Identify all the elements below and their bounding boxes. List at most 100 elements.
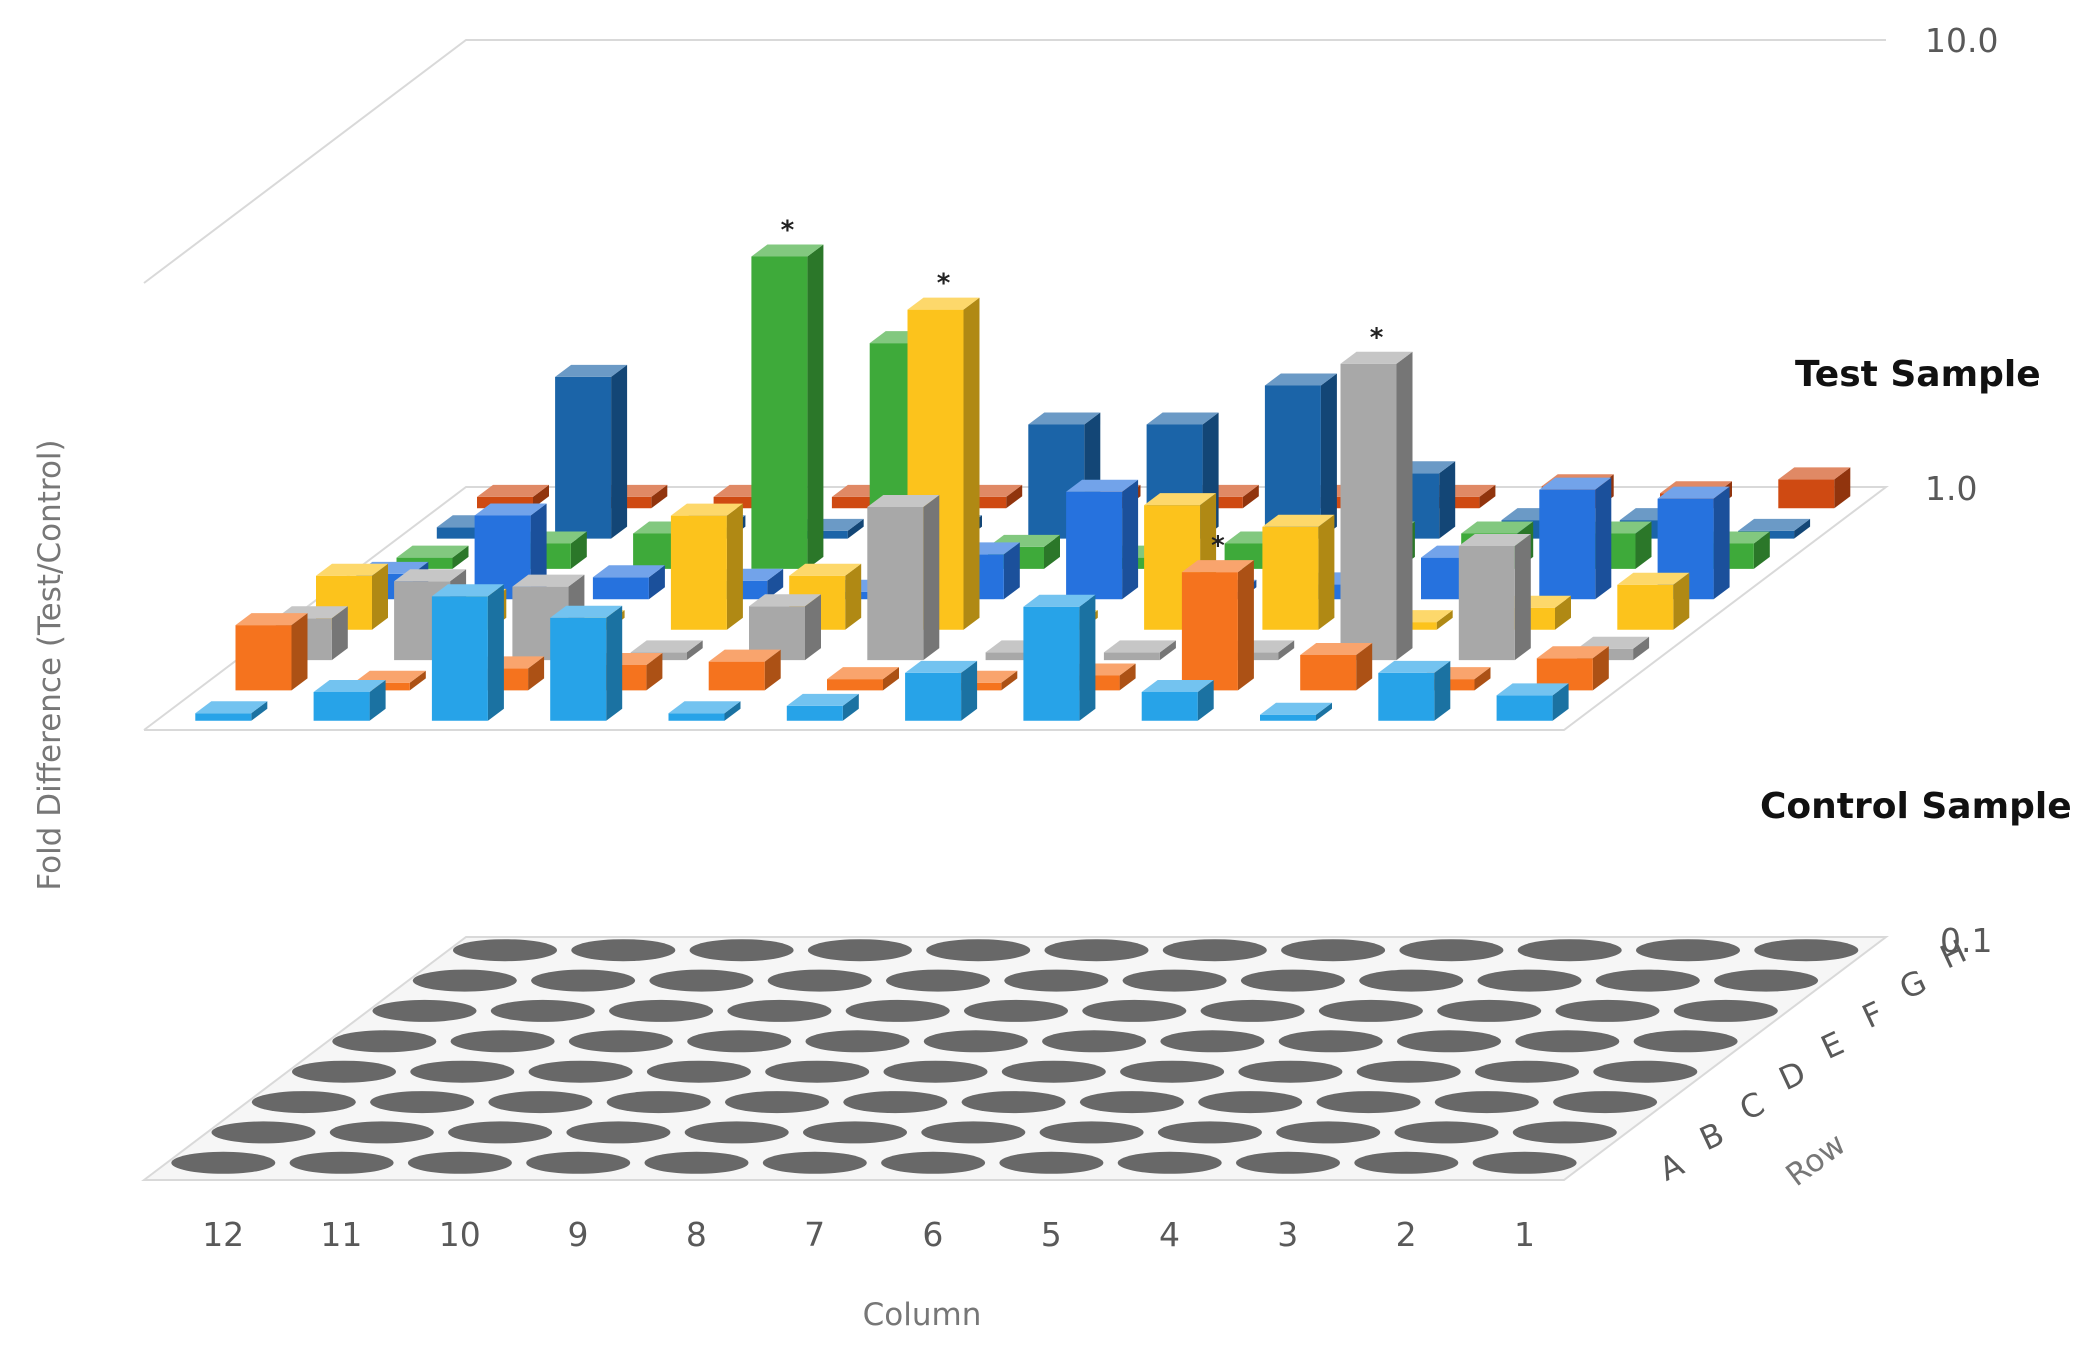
- control-well: [1240, 969, 1345, 992]
- control-well: [453, 939, 557, 962]
- control-well: [923, 1030, 1028, 1053]
- control-well: [845, 999, 950, 1022]
- bar-G-11: [555, 364, 628, 539]
- control-well: [568, 1030, 673, 1053]
- bar-front: [1778, 479, 1835, 509]
- bar-side: [1592, 646, 1609, 691]
- bar-side: [369, 680, 386, 721]
- bar-side: [883, 667, 899, 691]
- bar-side: [1436, 610, 1453, 630]
- bar-top: [905, 660, 978, 673]
- control-well: [1160, 1030, 1265, 1053]
- bar-front: [786, 705, 843, 721]
- control-well: [1278, 1030, 1383, 1053]
- bar-front: [1066, 491, 1123, 600]
- bar-C-8: [749, 594, 821, 661]
- control-well: [886, 969, 990, 992]
- bar-top: [1378, 660, 1451, 673]
- bar-front: [1103, 652, 1160, 661]
- bar-top: [431, 584, 504, 597]
- control-well: [843, 1091, 948, 1114]
- bar-A-11: [313, 680, 386, 721]
- control-well: [332, 1030, 437, 1053]
- control-well: [725, 1091, 829, 1114]
- bar-side: [1197, 680, 1214, 721]
- control-well: [687, 1030, 792, 1053]
- bar-H-1: [1778, 467, 1851, 509]
- bar-side: [1006, 484, 1023, 509]
- bar-top: [313, 680, 386, 692]
- control-well: [644, 1151, 749, 1174]
- bar-front: [474, 515, 531, 600]
- bar-A-3: [1260, 702, 1332, 721]
- control-well: [765, 1060, 870, 1083]
- bar-side: [648, 565, 665, 600]
- control-well: [609, 999, 714, 1022]
- control-well: [1754, 939, 1859, 962]
- bar-D-12: [316, 563, 388, 630]
- control-well: [727, 999, 832, 1022]
- bar-A-12: [195, 701, 268, 721]
- significance-star: *: [1211, 531, 1225, 561]
- bar-side: [452, 545, 469, 569]
- control-well: [1120, 1060, 1225, 1083]
- column-tick-label: 6: [922, 1215, 943, 1254]
- control-well: [1636, 939, 1740, 962]
- column-labels: 12 11 10 9 8 7 6 5 4 3 2 1: [202, 1215, 1535, 1254]
- control-well: [767, 969, 872, 992]
- control-well: [448, 1121, 553, 1144]
- control-well: [528, 1060, 633, 1083]
- control-well: [1281, 939, 1386, 962]
- control-well: [881, 1151, 986, 1174]
- control-well: [1359, 969, 1464, 992]
- control-well: [1399, 939, 1504, 962]
- control-well: [883, 1060, 988, 1083]
- bar-top: [1458, 534, 1531, 546]
- control-well: [412, 969, 517, 992]
- control-well: [490, 999, 595, 1022]
- bar-top: [1023, 594, 1096, 607]
- bar-side: [1753, 531, 1770, 569]
- significance-marks: * * * *: [781, 216, 1384, 562]
- control-well: [407, 1151, 512, 1174]
- bar-top: [1617, 572, 1690, 585]
- bar-top: [1260, 702, 1332, 715]
- bar-F-9: [751, 244, 824, 569]
- bar-top: [555, 364, 628, 377]
- bar-top: [396, 545, 469, 558]
- bar-side: [1237, 560, 1254, 691]
- bar-top: [907, 297, 980, 310]
- bar-B-12: [235, 613, 308, 691]
- control-well: [1673, 999, 1778, 1022]
- bar-side: [533, 484, 549, 509]
- bar-side: [1434, 660, 1451, 721]
- column-tick-label: 9: [568, 1215, 589, 1254]
- bar-side: [845, 563, 862, 630]
- bar-A-10: [431, 584, 504, 721]
- bar-front: [1378, 672, 1435, 721]
- control-well: [999, 1151, 1104, 1174]
- bar-side: [1278, 640, 1295, 661]
- control-well: [1517, 939, 1622, 962]
- bar-front: [313, 692, 370, 721]
- row-tick-label: A: [1654, 1145, 1690, 1189]
- bar-front: [827, 679, 883, 691]
- test-sample-label: Test Sample: [1795, 354, 2041, 395]
- bar-side: [1635, 521, 1652, 569]
- bar-side: [606, 605, 623, 721]
- bar-top: [1103, 640, 1176, 653]
- control-well: [1515, 1030, 1620, 1053]
- control-well: [1117, 1151, 1222, 1174]
- bar-top: [474, 503, 547, 516]
- control-sample-label: Control Sample: [1760, 786, 2072, 827]
- bar-side: [1633, 636, 1650, 661]
- control-well: [1555, 999, 1660, 1022]
- control-well: [646, 1060, 751, 1083]
- bar-C-2: [1458, 534, 1531, 661]
- row-tick-label: G: [1894, 962, 1933, 1007]
- significance-star: *: [781, 216, 795, 246]
- bar-A-9: [550, 605, 623, 721]
- control-well: [289, 1151, 394, 1174]
- bar-side: [570, 531, 587, 569]
- y-tick-label: 1.0: [1925, 469, 1977, 508]
